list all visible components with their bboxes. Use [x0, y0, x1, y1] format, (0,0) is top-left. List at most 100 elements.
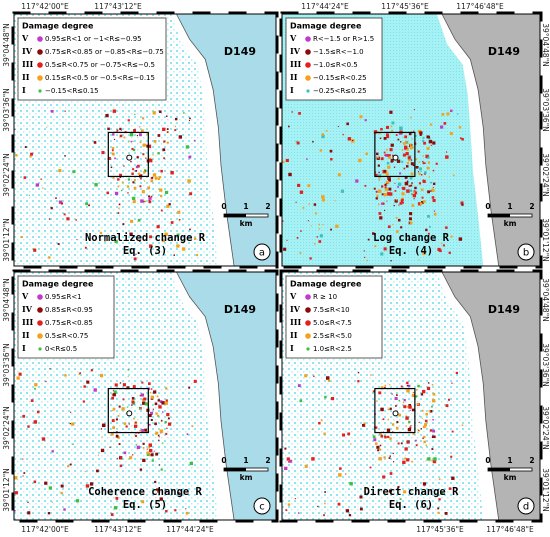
damage-pixel	[144, 402, 148, 406]
damage-pixel	[431, 399, 436, 403]
damage-pixel	[404, 457, 407, 460]
damage-pixel	[129, 232, 133, 236]
damage-pixel	[148, 199, 150, 201]
damage-pixel	[390, 160, 393, 163]
legend-text: 0.75≤R<0.85	[45, 319, 93, 327]
damage-pixel	[129, 132, 134, 137]
damage-pixel	[110, 166, 113, 169]
damage-pixel	[422, 136, 425, 139]
damage-pixel	[451, 476, 455, 480]
coastal-strip	[436, 272, 499, 520]
damage-pixel	[378, 171, 380, 174]
damage-pixel	[287, 503, 291, 506]
latitude-label: 39°04'48"N	[541, 278, 550, 322]
damage-pixel	[69, 422, 71, 425]
damage-pixel	[132, 148, 136, 152]
damage-pixel	[288, 125, 290, 128]
damage-pixel	[160, 420, 163, 422]
damage-pixel	[107, 127, 110, 131]
damage-pixel	[75, 219, 77, 221]
damage-pixel	[346, 122, 349, 126]
damage-pixel	[161, 401, 165, 405]
damage-pixel	[134, 113, 136, 115]
damage-pixel	[140, 178, 142, 180]
damage-pixel	[448, 251, 451, 254]
damage-pixel	[411, 182, 413, 184]
latitude-label: 39°04'48"N	[2, 278, 11, 322]
damage-pixel	[406, 441, 410, 444]
damage-pixel	[132, 168, 135, 171]
damage-pixel	[420, 428, 423, 430]
damage-pixel	[130, 404, 133, 406]
damage-pixel	[147, 144, 152, 149]
damage-pixel	[374, 442, 378, 445]
damage-pixel	[152, 173, 157, 177]
damage-pixel	[418, 202, 422, 206]
damage-pixel	[174, 125, 177, 128]
legend-text: 2.5≤R<5.0	[313, 332, 352, 340]
damage-pixel	[324, 395, 327, 399]
damage-pixel	[376, 194, 379, 197]
damage-pixel	[166, 131, 169, 134]
damage-pixel	[142, 117, 145, 120]
panel-letter: c	[259, 502, 265, 513]
damage-pixel	[24, 146, 27, 149]
damage-pixel	[146, 133, 148, 135]
damage-pixel	[392, 461, 395, 463]
damage-pixel	[153, 140, 157, 143]
damage-pixel	[410, 116, 412, 119]
damage-pixel	[111, 419, 115, 423]
damage-pixel	[148, 423, 151, 426]
damage-pixel	[148, 446, 151, 449]
damage-pixel	[60, 202, 64, 205]
damage-pixel	[114, 191, 119, 196]
damage-pixel	[389, 148, 393, 152]
damage-pixel	[417, 171, 420, 173]
damage-pixel	[432, 459, 437, 464]
damage-pixel	[422, 389, 426, 394]
damage-pixel	[330, 228, 332, 231]
damage-pixel	[390, 260, 392, 262]
damage-pixel	[291, 111, 293, 113]
legend-text: 0.95≤R<1	[45, 293, 82, 301]
latitude-label: 39°04'48"N	[541, 23, 550, 67]
damage-pixel	[188, 386, 191, 389]
damage-pixel	[345, 473, 347, 475]
damage-pixel	[410, 193, 413, 196]
latitude-label: 39°01'12"N	[541, 468, 550, 512]
damage-pixel	[410, 159, 413, 161]
damage-pixel	[141, 190, 145, 194]
damage-pixel	[188, 155, 192, 159]
damage-pixel	[408, 403, 412, 407]
legend-text: 5.0≤R<7.5	[313, 319, 352, 327]
damage-pixel	[362, 423, 365, 427]
damage-pixel	[405, 152, 409, 156]
damage-pixel	[380, 434, 384, 438]
damage-pixel	[289, 459, 293, 463]
damage-pixel	[117, 178, 120, 181]
damage-pixel	[55, 197, 57, 199]
damage-pixel	[411, 138, 413, 140]
damage-pixel	[413, 198, 415, 200]
damage-pixel	[397, 177, 400, 180]
panel-caption: Eq. (6)	[389, 499, 433, 511]
damage-pixel	[132, 181, 135, 184]
damage-pixel	[400, 141, 402, 143]
frame	[13, 13, 277, 267]
damage-pixel	[458, 237, 463, 241]
damage-pixel	[44, 481, 48, 485]
damage-pixel	[415, 439, 417, 442]
damage-pixel	[130, 160, 132, 163]
legend-swatch	[305, 49, 311, 55]
damage-pixel	[378, 448, 381, 451]
damage-pixel	[112, 176, 115, 179]
damage-pixel	[386, 135, 390, 139]
damage-pixel	[442, 244, 445, 247]
damage-pixel	[380, 127, 383, 131]
damage-pixel	[385, 172, 389, 176]
legend-level: I	[22, 85, 26, 95]
damage-pixel	[409, 189, 413, 192]
damage-pixel	[162, 148, 166, 152]
damage-pixel	[286, 457, 290, 461]
damage-pixel	[432, 182, 436, 185]
